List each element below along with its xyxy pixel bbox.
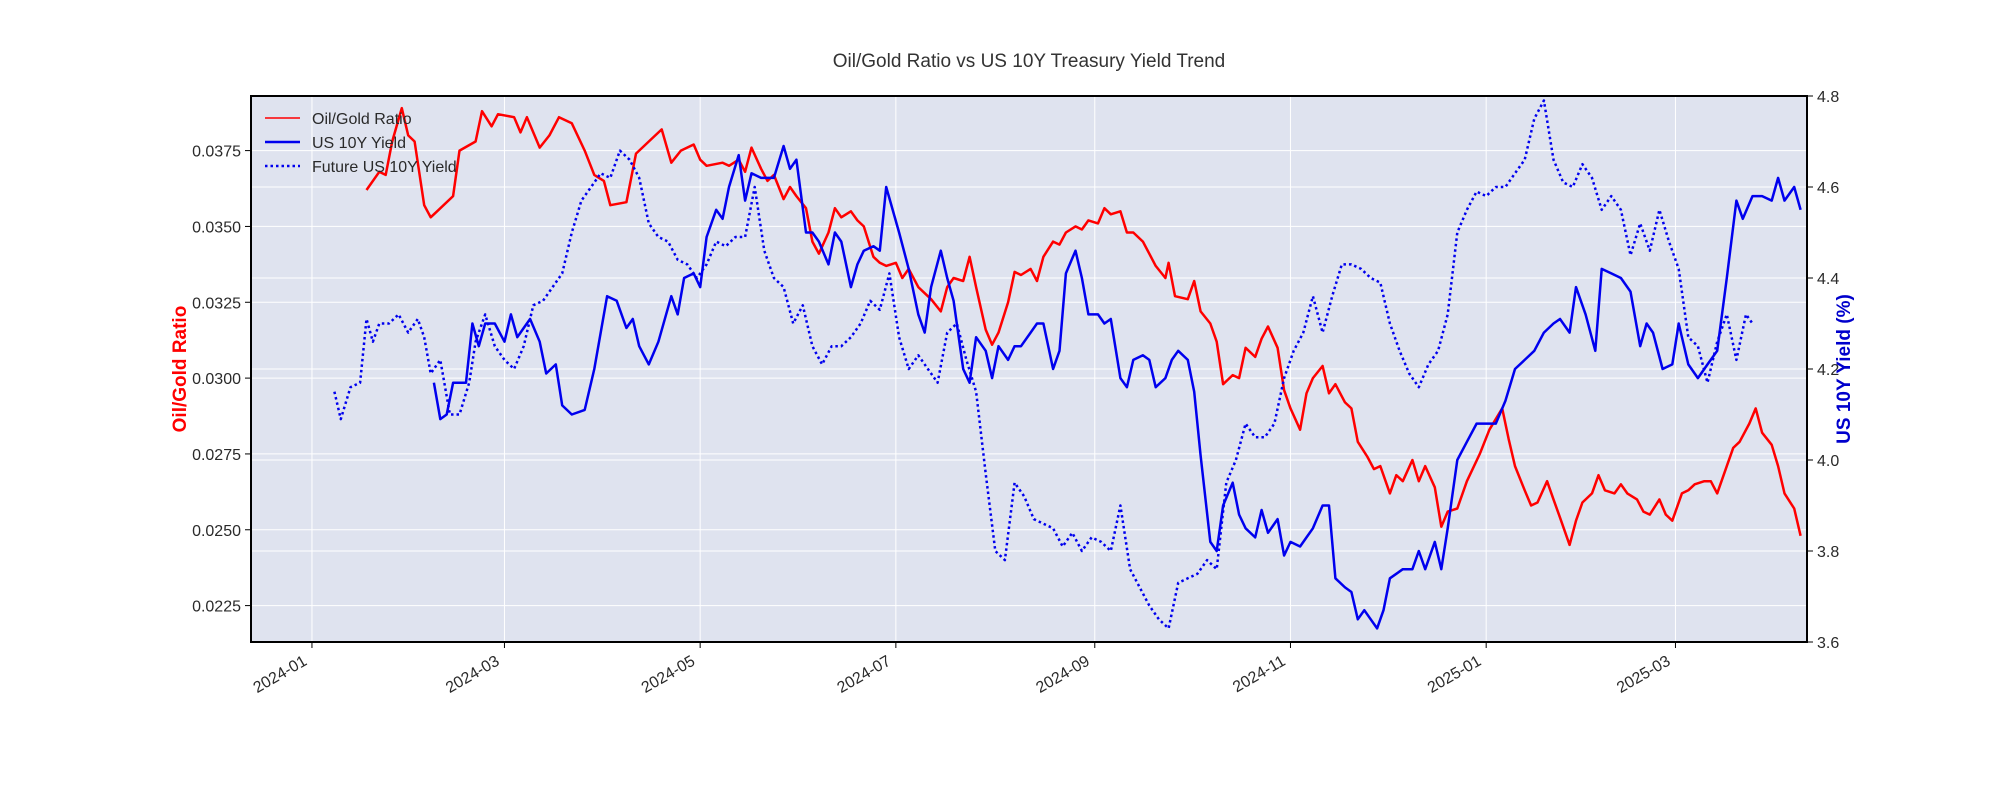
legend-label-2: US 10Y Yield: [312, 135, 406, 152]
series-line-3: [333, 99, 1754, 630]
y-left-tick-label: 0.0225: [192, 599, 241, 616]
legend: Oil/Gold Ratio US 10Y Yield Future US 10Y …: [265, 111, 457, 176]
y-right-tick-label: 4.2: [1817, 362, 1839, 379]
y-right-tick-label: 4.8: [1817, 89, 1839, 106]
y-left-tick-label: 0.0300: [192, 371, 241, 388]
y-right-tick-label: 4.0: [1817, 453, 1839, 470]
chart-title: Oil/Gold Ratio vs US 10Y Treasury Yield …: [833, 51, 1226, 72]
y-left-tick-label: 0.0350: [192, 219, 241, 236]
x-tick-label: 2024-01: [251, 653, 310, 697]
x-tick-label: 2024-09: [1033, 653, 1092, 697]
x-tick-label: 2024-07: [835, 653, 894, 697]
y-right-tick-label: 3.6: [1817, 635, 1839, 652]
x-tick-label: 2024-03: [443, 653, 502, 697]
legend-label-3: Future US 10Y Yield: [312, 159, 457, 176]
y-left-tick-label: 0.0275: [192, 447, 241, 464]
y-left-tick-label: 0.0250: [192, 523, 241, 540]
series-layer: [333, 99, 1802, 630]
x-tick-label: 2025-01: [1425, 653, 1484, 697]
y-left-tick-label: 0.0375: [192, 144, 241, 161]
y-right-tick-label: 3.8: [1817, 544, 1839, 561]
legend-label-1: Oil/Gold Ratio: [312, 111, 412, 128]
y-right-tick-label: 4.6: [1817, 180, 1839, 197]
x-tick-label: 2024-11: [1230, 653, 1288, 697]
y-left-tick-label: 0.0325: [192, 295, 241, 312]
series-line-1: [365, 106, 1802, 547]
x-tick-label: 2024-05: [639, 653, 698, 697]
y-axis-right-label: US 10Y Yield (%): [1834, 294, 1855, 444]
x-tick-label: 2025-03: [1614, 653, 1673, 697]
series-line-2: [432, 144, 1802, 630]
y-right-tick-label: 4.4: [1817, 271, 1839, 288]
y-axis-left-label: Oil/Gold Ratio: [170, 306, 191, 433]
